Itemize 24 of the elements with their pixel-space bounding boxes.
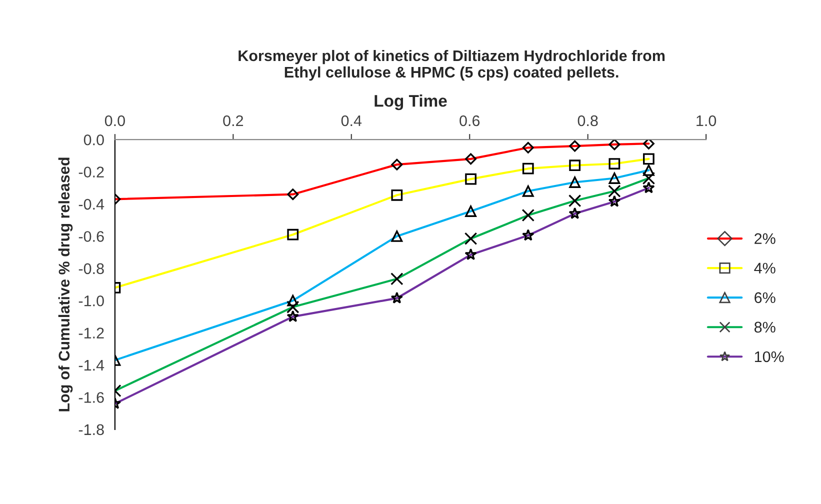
x-tick-label: 0.4 [341,115,362,126]
y-tick-label: -0.4 [78,198,104,210]
y-tick-label: -1.0 [78,295,104,306]
x-tick-label: 0.6 [460,115,480,126]
y-tick-label: -0.8 [78,263,104,274]
x-tick-label: 0.8 [578,115,598,126]
x-tick-label: 0.0 [104,115,125,126]
y-tick-label: -1.8 [78,424,104,436]
legend-label: 10% [754,351,784,362]
legend-label: 2% [754,233,776,244]
y-tick-label: 0.0 [84,134,104,146]
y-tick-label: -0.6 [78,231,104,242]
x-tick-label: 0.2 [223,115,244,126]
x-tick-label: 1.0 [696,115,716,126]
y-tick-label: -1.2 [78,328,104,338]
legend-label: 4% [754,262,776,274]
x-axis-title: Log Time [374,94,447,110]
legend-label: 6% [754,292,776,304]
chart-title: Korsmeyer plot of kinetics of Diltiazem Hydrochloride from Ethyl cellulose & HPMC (5 cps) coated pellets. [238,50,665,81]
y-axis-title: Log of Cumulative % drug released [58,158,73,412]
legend-label: 8% [754,322,776,333]
y-tick-label: -1.4 [78,360,104,371]
y-tick-label: -0.2 [78,166,104,178]
y-tick-label: -1.6 [78,392,104,403]
